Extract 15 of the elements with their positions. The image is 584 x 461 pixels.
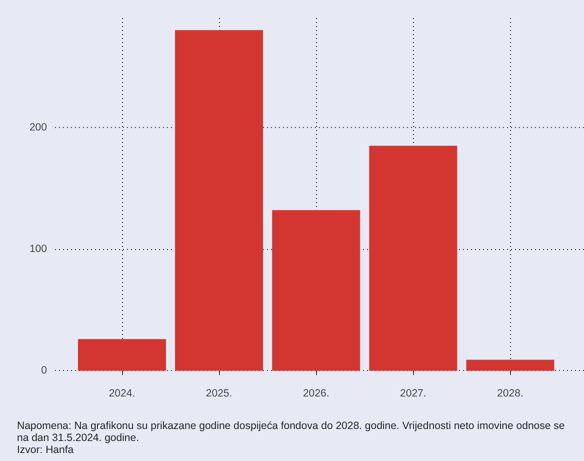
x-tick-label: 2028. <box>497 388 524 400</box>
y-tick-label: 200 <box>29 121 48 134</box>
bar <box>272 210 360 371</box>
text: Napomena: Na grafikonu su prikazane godine dospijeća fondova do 2028. godine. Vrijednosti neto imovine odnose se na dan 31.5.2024. godine. <box>17 420 566 444</box>
y-tick-label: 100 <box>29 243 48 256</box>
x-tick-label: 2025. <box>206 388 232 400</box>
bar <box>369 146 458 371</box>
x-tick-label: 2027. <box>400 388 426 400</box>
bar <box>78 339 166 371</box>
x-tick-label: 2026. <box>302 388 330 400</box>
bar <box>175 30 264 371</box>
text: Izvor: Hanfa <box>17 444 75 456</box>
x-tick-label: 2024. <box>108 388 136 400</box>
bar <box>466 360 554 371</box>
y-tick-label: 0 <box>41 364 48 377</box>
